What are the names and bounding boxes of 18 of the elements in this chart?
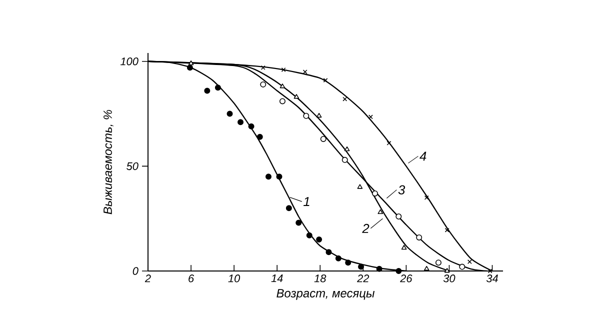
x-tick-label: 22 — [357, 274, 370, 282]
x-tick-label: 34 — [486, 274, 498, 282]
series-label: 2 — [362, 224, 370, 233]
legend-label: 4 — [420, 152, 426, 161]
legend-label: 3 — [398, 185, 406, 194]
legend-label: 1 — [303, 197, 310, 206]
y-tick-label: 100 — [120, 58, 138, 66]
x-tick-label: 26 — [400, 274, 412, 282]
x-tick-label: 30 — [443, 274, 456, 282]
y-axis-title: Выживаемость, % — [104, 110, 114, 214]
x-tick-label: 10 — [228, 274, 240, 282]
x-tick-label: 6 — [188, 274, 194, 282]
x-tick-label: 2 — [144, 274, 151, 282]
x-axis-title: Возраст, месяцы — [276, 289, 375, 300]
x-tick-label: 14 — [271, 274, 283, 282]
y-tick-label: 0 — [132, 267, 138, 275]
y-tick-label: 50 — [126, 162, 138, 170]
x-tick-label: 18 — [314, 274, 326, 282]
